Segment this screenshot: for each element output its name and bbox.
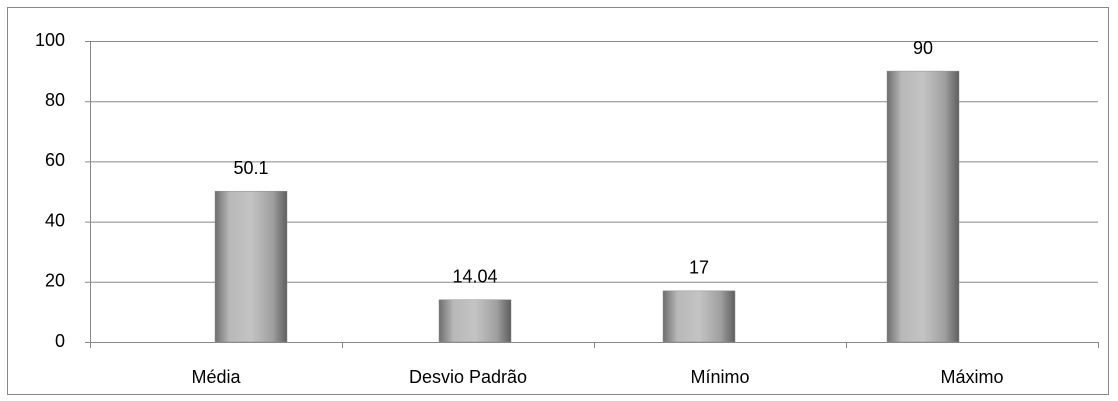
bar [662, 290, 736, 343]
x-tick-label: Média [191, 367, 241, 387]
y-tick-label: 40 [45, 210, 65, 230]
bar [214, 190, 288, 343]
bar [886, 70, 960, 343]
y-tick-label: 20 [45, 271, 65, 291]
x-tick-label: Máximo [940, 367, 1003, 387]
x-tick-label: Desvio Padrão [409, 367, 527, 387]
y-tick-label: 100 [35, 30, 65, 50]
bar [438, 299, 512, 343]
data-label: 17 [689, 258, 709, 278]
x-tick-label: Mínimo [690, 367, 749, 387]
y-tick-label: 0 [55, 331, 65, 351]
y-tick-label: 80 [45, 90, 65, 110]
data-label: 90 [913, 38, 933, 58]
data-label: 14.04 [452, 266, 497, 286]
data-label: 50.1 [233, 158, 268, 178]
y-tick-label: 60 [45, 150, 65, 170]
